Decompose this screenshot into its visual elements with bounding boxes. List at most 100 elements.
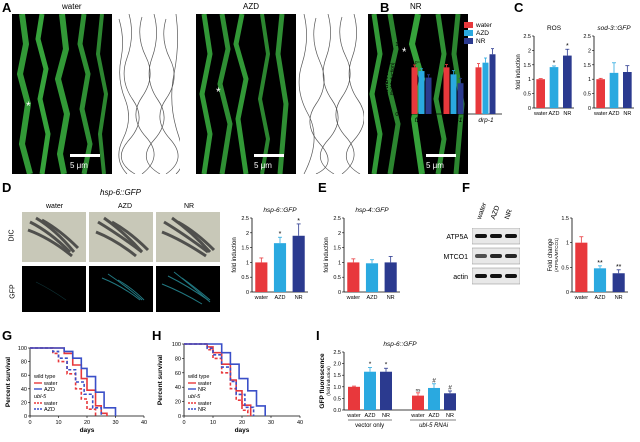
panel-d-title: hsp-6::GFP [100,188,141,197]
band-label-actin: actin [453,274,468,281]
y-axis-label-2: (ATP5A/MTCO1) [554,238,559,272]
chart-title: hsp-6::GFP [383,341,417,348]
bar-AZD-opa-1 [450,74,457,114]
x-tick-label: water [346,413,361,419]
significance-mark: * [566,43,569,50]
x-tick-label: opa-1 [446,117,463,124]
significance-mark: * [553,60,556,67]
annotation-pvalue: p=0.06 [415,60,429,65]
chart-title: hsp-4::GFP [355,207,389,214]
y-tick-label: 0 [178,414,181,420]
x-tick-label: 40 [297,420,303,426]
svg-text:*: * [216,85,221,99]
bar-NR [380,371,392,410]
bar-AZD-fzo-1 [418,71,425,114]
skeleton-image-azd [298,14,364,174]
chart-i-gfp: 0.0 0.5 1.0 1.5 2.0 2.5 water AZD * NR * water ns AZD… [319,341,456,429]
y-tick-label: 80 [175,356,181,362]
lane-label-nr: NR [504,208,515,221]
western-blot [472,228,520,285]
y-tick-label: 100 [18,346,27,352]
x-tick-label: NR [446,413,454,419]
x-tick-label: 10 [55,420,61,426]
y-tick-label: 2.5 [583,34,591,40]
bar-AZD [609,72,619,108]
panel-d-row-gfp: GFP [9,284,17,299]
x-axis-label: days [80,427,95,434]
bar-NR-fzo-1 [425,77,432,114]
y-tick-label: 80 [21,360,27,366]
scale-bar-label: 5 μm [70,161,88,170]
x-tick-label: fzo-1 [415,117,430,124]
significance-mark: ** [597,260,603,267]
bar-water [347,262,360,292]
svg-text:*: * [402,45,407,59]
x-tick-label: drp-1 [478,117,494,124]
y-tick-label: 1 [528,77,531,83]
bar-AZD [428,387,440,410]
y-tick-label: 2 [338,231,341,237]
panel-d-label-azd: AZD [118,203,132,210]
panel-d-label-nr: NR [184,203,195,210]
y-tick-label: 2.5 [241,216,249,222]
x-tick-label: 20 [239,420,245,426]
x-tick-label: water [593,111,608,117]
legend-label: AZD [44,387,55,393]
significance-mark: * [369,361,372,368]
x-tick-label: water [533,111,548,117]
lane-label-water: water [476,201,489,221]
y-axis-label: mRNA level [383,61,390,97]
y-tick-label: 2.5 [333,350,341,356]
y-tick-label: 0 [246,290,249,296]
y-axis-label-2: (fold induction) [390,62,396,95]
chart-f-ratio: 0 0.5 1 1.5 water AZD ** NR ** Fold change (ATP5A/… [548,216,628,301]
y-tick-label: 0.0 [333,408,341,414]
chart-g-survival: 0 20 40 60 80 100 0 10 20 30 40 days Percent surviva… [5,346,147,434]
bar-NR [292,235,305,292]
x-tick-label: NR [387,295,395,301]
y-axis-label: Fold change [548,238,554,272]
x-tick-label: NR [295,295,303,301]
x-tick-label: water [254,295,269,301]
y-tick-label: 1.5 [561,216,569,222]
bar-NR [563,55,572,108]
panel-letter-b: B [380,0,390,15]
bar-water [348,386,360,410]
scale-bar-label: 5 μm [426,161,444,170]
bar-water [575,242,588,292]
x-tick-label: 0 [182,420,185,426]
y-tick-label: 1 [338,260,341,266]
y-axis-label: Percent survival [5,357,12,407]
panel-a-label-water: water [62,2,82,11]
y-tick-label: 2.5 [333,216,341,222]
bar-water-fzo-1 [411,67,418,114]
legend-header-ubl5: ubl-5 [34,394,47,400]
panel-letter-e: E [318,180,327,195]
x-tick-label: NR [623,111,631,117]
panel-d-label-water: water [46,203,64,210]
chart-d-hsp6: 0 0.5 1 1.5 2 2.5 water AZD * NR * fold induction hs… [232,207,308,301]
survival-curve-1 [30,347,117,416]
lane-label-azd: AZD [490,204,502,221]
legend-header-wildtype: wild type [33,374,55,380]
x-tick-label: NR [615,295,623,301]
x-tick-label: AZD [429,413,440,419]
x-tick-label: NR [563,111,571,117]
x-tick-label: water [346,295,361,301]
y-tick-label: 40 [175,385,181,391]
svg-text:*: * [26,99,31,113]
y-tick-label: 0 [588,106,591,112]
x-tick-label: 30 [268,420,274,426]
bar-AZD [593,268,607,292]
legend-label: AZD [44,407,55,413]
y-tick-label: 1.5 [395,42,403,48]
chart-title: ROS [547,25,562,32]
survival-curve-0 [184,343,252,416]
chart-title: sod-3::GFP [597,25,631,32]
y-tick-label: 2 [246,231,249,237]
legend-header-wildtype: wild type [187,374,209,380]
y-tick-label: 0.5 [333,275,341,281]
y-tick-label: 60 [21,373,27,379]
